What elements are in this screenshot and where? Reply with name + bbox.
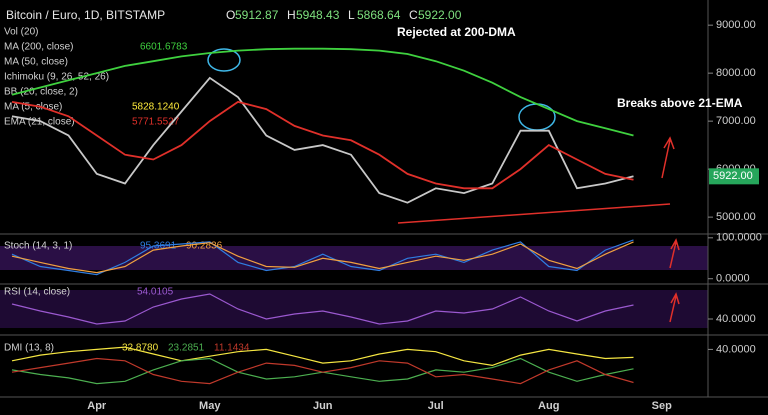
ohlc-value: 5948.43 [296, 8, 340, 22]
y-tick-label: 7000.00 [716, 115, 756, 127]
series-line [11, 357, 634, 385]
ohlc-value: 5912.87 [235, 8, 279, 22]
indicator-value: 5771.5527 [132, 117, 180, 128]
x-tick-label: Sep [652, 400, 672, 412]
ohlc-value: 5868.64 [357, 8, 401, 22]
ohlc-key: H [287, 8, 296, 22]
indicator-name: MA (5, close) [4, 102, 62, 113]
pane-title: Stoch (14, 3, 1) [4, 241, 72, 252]
indicator-name: Vol (20) [4, 27, 38, 38]
price-tag [709, 168, 759, 185]
x-tick-label: Apr [87, 400, 107, 412]
series-line [11, 241, 634, 274]
indicator-value: 5828.1240 [132, 102, 180, 113]
x-tick-label: Jul [428, 400, 444, 412]
series-line [11, 76, 634, 204]
ohlc-value: 5922.00 [418, 8, 462, 22]
series-line [11, 346, 634, 367]
rsi-band [0, 290, 708, 328]
ohlc-key: L [348, 8, 355, 22]
pane-value: 23.2851 [168, 343, 205, 354]
pane-title: RSI (14, close) [4, 287, 70, 298]
annotation: Breaks above 21-EMA [617, 96, 743, 110]
indicator-name: BB (20, close, 2) [4, 87, 78, 98]
ohlc-key: O [226, 8, 235, 22]
pane-value: 90.2836 [186, 241, 223, 252]
y-tick-label: 5000.00 [716, 211, 756, 223]
symbol-title: Bitcoin / Euro, 1D, BITSTAMP [6, 8, 165, 22]
arrow [669, 292, 680, 323]
series-line [11, 293, 634, 325]
arrow [669, 238, 680, 269]
highlight-circle [207, 48, 241, 72]
x-tick-label: Aug [538, 400, 559, 412]
pane-value: 54.0105 [137, 287, 174, 298]
ohlc-key: C [409, 8, 418, 22]
series-line [11, 47, 634, 137]
y-tick-label: 100.0000 [716, 232, 762, 244]
y-tick-label: 40.0000 [716, 343, 756, 355]
indicator-name: Ichimoku (9, 26, 52, 26) [4, 72, 109, 83]
arrow [661, 136, 675, 179]
trend-line [397, 203, 671, 224]
y-tick-label: 9000.00 [716, 19, 756, 31]
indicator-name: MA (50, close) [4, 57, 68, 68]
y-tick-label: 8000.00 [716, 67, 756, 79]
indicator-value: 6601.6783 [140, 42, 188, 53]
y-tick-label: 0.0000 [716, 273, 750, 285]
indicator-name: MA (200, close) [4, 42, 73, 53]
y-tick-label: 40.0000 [716, 313, 756, 325]
indicator-name: EMA (21, close) [4, 117, 75, 128]
x-tick-label: May [199, 400, 221, 412]
pane-value: 32.8780 [122, 343, 159, 354]
annotation: Rejected at 200-DMA [397, 25, 516, 39]
x-tick-label: Jun [313, 400, 333, 412]
pane-value: 11.1434 [214, 343, 250, 354]
pane-title: DMI (13, 8) [4, 343, 54, 354]
series-line [11, 100, 634, 190]
last-price-label: 5922.00 [713, 170, 753, 182]
